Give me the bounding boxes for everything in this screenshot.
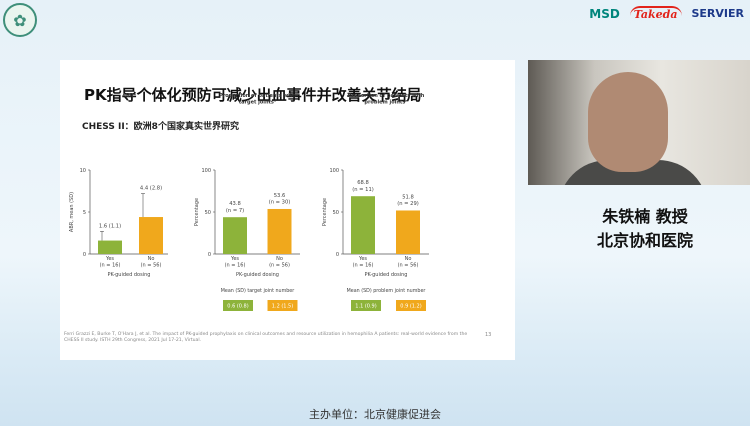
takeda-logo: Takeda <box>629 6 682 21</box>
data-label: (n = 29) <box>397 201 419 207</box>
x-tick-label: (n = 56) <box>269 263 290 269</box>
footer-box <box>351 300 381 311</box>
bar <box>98 240 122 254</box>
y-tick-label: 50 <box>333 210 339 216</box>
y-tick-label: 0 <box>208 252 211 258</box>
data-label: (n = 11) <box>352 187 374 193</box>
sponsor-logos: MSD Takeda SERVIER <box>589 6 744 21</box>
bar <box>223 217 247 254</box>
x-tick-label: No <box>148 256 155 262</box>
y-tick-label: 0 <box>336 252 339 258</box>
citation: Ferri Grazzi E, Burke T, O'Hara J, et al… <box>64 332 468 344</box>
slide-title: PK指导个体化预防可减少出血事件并改善关节结局 <box>84 86 422 104</box>
data-label: (n = 30) <box>269 200 291 206</box>
footer-box <box>267 300 298 311</box>
footer-value: 0.6 (0.8) <box>227 304 248 310</box>
x-axis-label: PK-guided dosing <box>108 272 151 278</box>
servier-logo: SERVIER <box>691 7 745 20</box>
speaker-affiliation: 北京协和医院 <box>596 231 693 250</box>
data-label: 43.8 <box>229 201 241 207</box>
y-axis-label: Percentage <box>194 198 200 226</box>
data-label: 53.6 <box>274 193 286 199</box>
footer-value: 0.9 (1.2) <box>400 304 421 310</box>
data-label: (n = 7) <box>226 208 244 214</box>
x-tick-label: (n = 16) <box>100 263 121 269</box>
x-tick-label: (n = 16) <box>353 263 374 269</box>
y-axis-label: Percentage <box>322 198 328 226</box>
chart-title: ABRᵃ <box>122 93 137 99</box>
msd-logo: MSD <box>589 6 620 21</box>
x-axis-label: PK-guided dosing <box>365 272 408 278</box>
footer-box <box>223 300 253 311</box>
chart-title: Proportion of patients with <box>219 93 296 99</box>
footer-value: 1.2 (1.5) <box>272 304 293 310</box>
x-tick-label: No <box>405 256 412 262</box>
y-tick-label: 100 <box>329 168 339 174</box>
x-tick-label: Yes <box>358 256 367 262</box>
bar <box>267 208 292 254</box>
x-tick-label: No <box>276 256 283 262</box>
data-label: 1.6 (1.1) <box>99 223 121 229</box>
chart-title: target jointsᵃ <box>239 100 277 106</box>
x-tick-label: (n = 56) <box>141 263 162 269</box>
x-axis-label: PK-guided dosing <box>236 272 279 278</box>
data-label: 51.8 <box>402 194 414 200</box>
data-label: 4.4 (2.8) <box>140 186 162 192</box>
society-emblem-logo: ✿ <box>3 3 37 37</box>
speaker-head <box>588 72 668 172</box>
y-tick-label: 100 <box>201 168 211 174</box>
footer-label: Mean (SD) problem joint number <box>347 288 426 294</box>
y-axis-label: ABR, mean (SD) <box>69 192 75 232</box>
data-label: 68.8 <box>357 180 369 186</box>
footer-value: 1.1 (0.9) <box>355 304 376 310</box>
speaker-caption: 朱铁楠 教授 北京协和医院 <box>575 205 715 253</box>
bar <box>351 196 375 254</box>
bar <box>139 217 163 254</box>
y-tick-label: 50 <box>205 210 211 216</box>
y-tick-label: 10 <box>80 168 86 174</box>
slide-subtitle: CHESS II：欧洲8个国家真实世界研究 <box>82 122 239 132</box>
bar <box>396 210 420 254</box>
footer-label: Mean (SD) target joint number <box>221 288 295 294</box>
x-tick-label: (n = 16) <box>225 263 246 269</box>
chart-title: Proportion of patients with <box>348 93 425 99</box>
y-tick-label: 0 <box>83 252 86 258</box>
presentation-slide: PK指导个体化预防可减少出血事件并改善关节结局 CHESS II：欧洲8个国家真… <box>60 60 515 360</box>
footer-box <box>396 300 426 311</box>
organizer-text: 主办单位：北京健康促进会 <box>309 408 441 421</box>
chart-title: problem jointsᵃ <box>364 100 408 106</box>
speaker-video <box>528 60 750 185</box>
x-tick-label: (n = 56) <box>398 263 419 269</box>
speaker-name: 朱铁楠 教授 <box>602 207 688 226</box>
y-tick-label: 5 <box>83 210 86 216</box>
page-number: 13 <box>485 332 492 338</box>
x-tick-label: Yes <box>230 256 239 262</box>
x-tick-label: Yes <box>105 256 114 262</box>
